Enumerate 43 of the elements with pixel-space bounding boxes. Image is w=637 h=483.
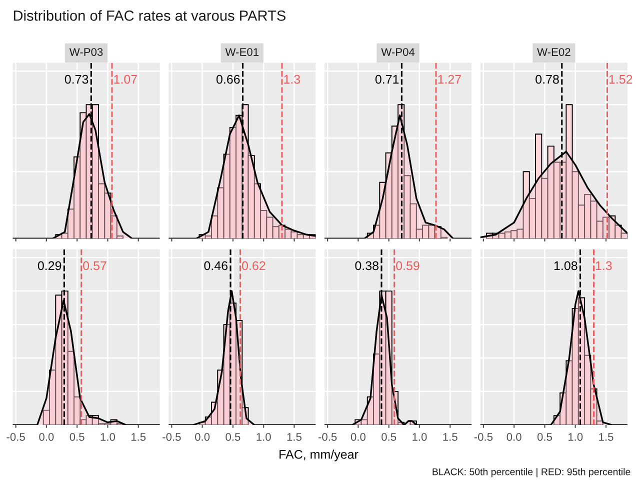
x-tick-label: -0.5 — [6, 432, 25, 441]
ref-line-label: 0.66 — [216, 74, 240, 84]
ref-line-label: 1.52 — [609, 74, 632, 84]
x-tick-label: 1.0 — [568, 432, 583, 441]
x-tick-label: 1.0 — [256, 432, 271, 441]
ref-line-label: 1.07 — [114, 74, 137, 84]
x-tick-label: 0.0 — [195, 432, 210, 441]
ref-line-label: 0.73 — [64, 74, 88, 84]
x-tick-label: 1.0 — [100, 432, 116, 441]
chart-title: W-P03 — [69, 48, 103, 56]
ref-line-label: 0.62 — [242, 261, 266, 270]
x-tick-label: 1.5 — [599, 433, 614, 441]
x-tick-label: 0.0 — [506, 432, 522, 441]
ref-line-label: 0.59 — [396, 261, 420, 270]
x-tick-label: 1.5 — [443, 433, 458, 441]
ref-line-label: 1.3 — [596, 261, 612, 270]
ref-line-label: 0.46 — [204, 261, 228, 270]
x-tick-label: -0.5 — [474, 432, 493, 441]
ref-line-label: 0.29 — [38, 261, 62, 270]
x-tick-label: 1.0 — [412, 432, 427, 441]
x-tick-label: 0.5 — [382, 432, 396, 441]
ref-line-label: 0.57 — [83, 261, 106, 270]
x-tick-label: 0.0 — [350, 432, 366, 441]
text: BLACK: 50th percentile | RED: 95th percentile — [432, 468, 630, 478]
x-tick-label: 0.0 — [39, 432, 54, 441]
x-tick-label: -0.5 — [318, 432, 337, 441]
x-tick-label: 0.5 — [70, 432, 84, 441]
ref-line-label: 0.38 — [355, 261, 378, 270]
ref-line-label: 1.08 — [554, 261, 578, 270]
ref-line-label: 0.71 — [375, 74, 399, 84]
chart-title: W-E02 — [537, 48, 570, 56]
ref-line-label: 1.27 — [438, 74, 461, 84]
x-tick-label: 0.5 — [537, 432, 552, 441]
x-tick-label: 0.5 — [226, 432, 240, 441]
chart-title: W-P04 — [381, 48, 415, 56]
ref-line-label: 0.78 — [536, 74, 559, 84]
x-tick-label: 1.5 — [287, 433, 302, 441]
ref-line-label: 1.3 — [284, 74, 300, 84]
x-tick-label: 1.5 — [131, 433, 146, 441]
x-tick-label: -0.5 — [162, 432, 181, 441]
chart-title: W-E01 — [225, 48, 258, 56]
x-axis-title: FAC, mm/year — [280, 450, 358, 462]
text: Distribution of FAC rates at varous PARTS — [14, 10, 286, 21]
